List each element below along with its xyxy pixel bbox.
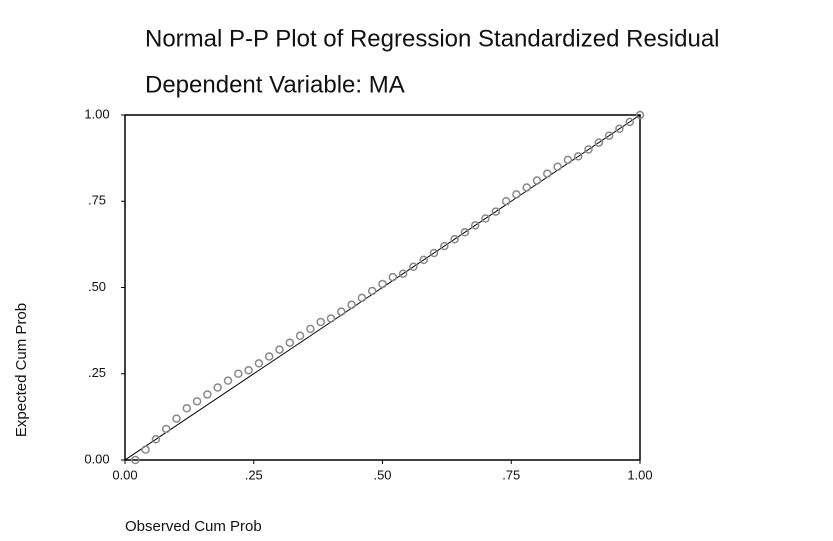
point [491, 207, 501, 216]
y-tick-label: 1.00 [84, 106, 109, 121]
point [522, 183, 531, 192]
point [388, 272, 398, 282]
y-tick-label: 0.00 [84, 451, 109, 466]
point [419, 255, 428, 265]
point [285, 338, 295, 347]
point [182, 404, 192, 413]
point [512, 190, 521, 199]
point [223, 376, 233, 385]
point [553, 162, 562, 171]
point [275, 345, 284, 354]
point [172, 414, 181, 423]
point [635, 110, 645, 120]
point [295, 331, 305, 341]
point [337, 307, 346, 316]
point [594, 138, 604, 147]
point [192, 397, 202, 406]
point [460, 228, 470, 237]
point [378, 279, 387, 289]
point [151, 435, 161, 444]
point [347, 300, 356, 309]
point [131, 455, 140, 465]
point [234, 369, 243, 378]
y-tick-label: .75 [88, 193, 106, 208]
point [481, 214, 490, 223]
x-tick-label: .25 [245, 467, 263, 482]
x-tick-label: .75 [502, 467, 520, 482]
x-tick-label: 1.00 [627, 467, 652, 482]
point [501, 197, 511, 206]
x-axis-label: Observed Cum Prob [125, 518, 262, 535]
point [367, 286, 377, 296]
point [161, 424, 171, 434]
point [584, 145, 593, 154]
point [604, 131, 614, 140]
point [615, 124, 624, 134]
point [254, 359, 264, 368]
point [470, 221, 480, 230]
chart-subtitle: Dependent Variable: MA [145, 71, 405, 98]
point [203, 390, 212, 399]
point [573, 152, 583, 161]
point [141, 445, 150, 454]
point [440, 241, 449, 251]
point [398, 269, 408, 278]
chart-title: Normal P-P Plot of Regression Standardiz… [145, 25, 720, 52]
point [264, 352, 274, 361]
point [625, 117, 634, 127]
point [357, 293, 367, 303]
y-tick-label: .25 [88, 365, 106, 380]
point [244, 366, 253, 375]
y-tick-label: .50 [88, 279, 106, 294]
point [213, 383, 222, 392]
point [306, 324, 315, 334]
x-tick-label: 0.00 [112, 467, 137, 482]
point [316, 317, 325, 327]
point [326, 314, 336, 323]
point [409, 262, 418, 272]
x-tick-label: .50 [373, 467, 391, 482]
point [450, 234, 459, 244]
point [532, 176, 542, 185]
point [429, 248, 439, 258]
y-axis-label: Expected Cum Prob [13, 303, 30, 437]
point [543, 169, 552, 178]
point [563, 155, 573, 165]
